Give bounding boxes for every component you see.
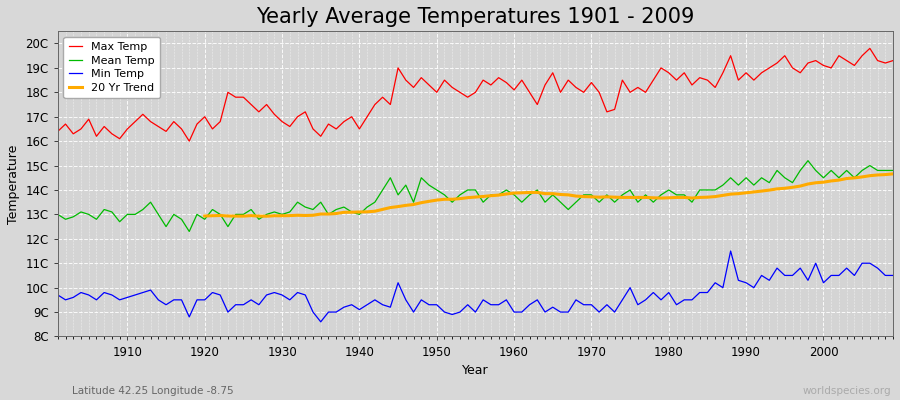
Mean Temp xyxy=(887,168,898,173)
Min Temp xyxy=(338,305,349,310)
Max Temp xyxy=(517,78,527,82)
20 Yr Trend xyxy=(601,194,612,199)
Max Temp xyxy=(865,46,876,51)
Legend: Max Temp, Mean Temp, Min Temp, 20 Yr Trend: Max Temp, Mean Temp, Min Temp, 20 Yr Tre… xyxy=(63,37,160,98)
20 Yr Trend xyxy=(331,211,342,216)
Mean Temp xyxy=(803,158,814,163)
Min Temp xyxy=(114,298,125,302)
Mean Temp xyxy=(52,212,63,217)
X-axis label: Year: Year xyxy=(462,364,489,377)
Mean Temp xyxy=(609,200,620,204)
Mean Temp xyxy=(292,200,303,204)
20 Yr Trend xyxy=(284,213,295,218)
Max Temp xyxy=(609,107,620,112)
Text: worldspecies.org: worldspecies.org xyxy=(803,386,891,396)
Line: Mean Temp: Mean Temp xyxy=(58,161,893,232)
Line: 20 Yr Trend: 20 Yr Trend xyxy=(204,174,893,216)
Max Temp xyxy=(508,88,519,92)
Mean Temp xyxy=(184,229,194,234)
Max Temp xyxy=(184,139,194,144)
Min Temp xyxy=(725,249,736,254)
Title: Yearly Average Temperatures 1901 - 2009: Yearly Average Temperatures 1901 - 2009 xyxy=(256,7,695,27)
20 Yr Trend xyxy=(508,191,519,196)
Min Temp xyxy=(887,273,898,278)
Max Temp xyxy=(52,129,63,134)
Min Temp xyxy=(609,310,620,314)
Max Temp xyxy=(338,119,349,124)
Min Temp xyxy=(508,310,519,314)
Max Temp xyxy=(292,114,303,119)
Min Temp xyxy=(517,310,527,314)
Max Temp xyxy=(114,136,125,141)
Y-axis label: Temperature: Temperature xyxy=(7,144,20,224)
Mean Temp xyxy=(338,205,349,210)
20 Yr Trend xyxy=(501,192,512,196)
Mean Temp xyxy=(114,219,125,224)
Min Temp xyxy=(284,298,295,302)
Max Temp xyxy=(887,58,898,63)
Line: Max Temp: Max Temp xyxy=(58,48,893,141)
Mean Temp xyxy=(517,200,527,204)
Mean Temp xyxy=(508,192,519,197)
Text: Latitude 42.25 Longitude -8.75: Latitude 42.25 Longitude -8.75 xyxy=(72,386,234,396)
Min Temp xyxy=(52,292,63,297)
Line: Min Temp: Min Temp xyxy=(58,251,893,322)
20 Yr Trend xyxy=(887,172,898,176)
Min Temp xyxy=(315,320,326,324)
